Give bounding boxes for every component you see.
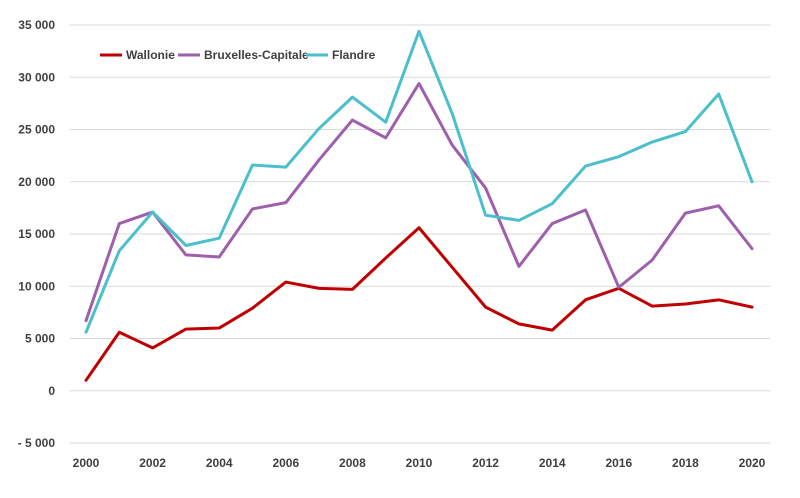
legend-label: Wallonie	[126, 48, 175, 62]
y-tick-label: 35 000	[18, 18, 55, 32]
y-tick-label: 0	[48, 384, 55, 398]
y-tick-label: 15 000	[18, 227, 55, 241]
y-tick-label: 25 000	[18, 123, 55, 137]
x-tick-label: 2004	[206, 456, 233, 470]
y-axis-tick-labels: 35 000 30 000 25 000 20 000 15 000 10 000 5 00…	[18, 18, 56, 450]
gridlines	[70, 24, 770, 444]
y-tick-label: 20 000	[18, 175, 55, 189]
series-line-bruxelles-capitale	[84, 82, 754, 323]
x-tick-label: 2008	[339, 456, 366, 470]
x-tick-label: 2020	[739, 456, 766, 470]
legend-label: Flandre	[332, 48, 376, 62]
y-tick-label: 5 000	[25, 332, 55, 346]
legend-label: Bruxelles-Capitale	[204, 48, 309, 62]
y-tick-label: 30 000	[18, 70, 55, 84]
y-tick-label: - 5 000	[18, 436, 56, 450]
x-tick-label: 2000	[73, 456, 100, 470]
series-line-wallonie	[84, 226, 754, 382]
x-tick-label: 2014	[539, 456, 566, 470]
y-tick-label: 10 000	[18, 279, 55, 293]
x-axis-tick-labels: 2000 2002 2004 2006 2008 2010 2012 2014 2016 2018…	[73, 456, 766, 470]
series-lines	[84, 29, 754, 382]
x-tick-label: 2002	[139, 456, 166, 470]
x-tick-label: 2006	[272, 456, 299, 470]
legend: Wallonie Bruxelles-Capitale Flandre	[100, 48, 376, 62]
x-tick-label: 2016	[605, 456, 632, 470]
x-tick-label: 2010	[406, 456, 433, 470]
x-tick-label: 2012	[472, 456, 499, 470]
x-tick-label: 2018	[672, 456, 699, 470]
series-line-flandre	[84, 29, 754, 334]
